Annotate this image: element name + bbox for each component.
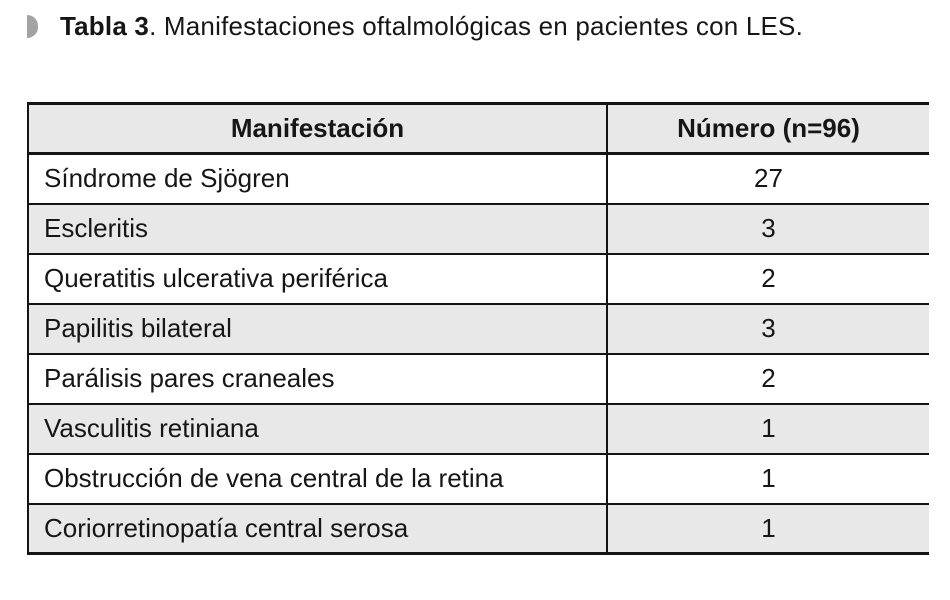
manifestation-count: 1 <box>606 403 929 454</box>
manifestation-label: Papilitis bilateral <box>28 303 607 354</box>
manifestation-label: Obstrucción de vena central de la retina <box>44 463 504 493</box>
table-row: Síndrome de Sjögren 27 <box>28 153 929 204</box>
manifestation-count: 1 <box>606 503 929 554</box>
table-row: Papilitis bilateral 3 <box>28 303 929 354</box>
manifestation-label: Coriorretinopatía central serosa <box>28 503 607 554</box>
table-row: Parálisis pares craneales 2 <box>28 353 929 404</box>
table-row: Coriorretinopatía central serosa 1 <box>28 503 929 554</box>
table-row: Vasculitis retiniana 1 <box>28 403 929 454</box>
manifestation-label: Queratitis ulcerativa periférica <box>44 263 388 293</box>
manifestation-count: 3 <box>606 203 929 254</box>
manifestation-count: 2 <box>606 253 929 304</box>
manifestation-label: Vasculitis retiniana <box>28 403 607 454</box>
caption-table-number: Tabla 3 <box>60 11 150 41</box>
caption-title: . Manifestaciones oftalmológicas en paci… <box>149 11 804 41</box>
manifestation-count: 2 <box>606 353 929 404</box>
caption-text: Tabla 3. Manifestaciones oftalmológicas … <box>60 12 803 41</box>
manifestation-label: Parálisis pares craneales <box>44 363 335 393</box>
table-row: Queratitis ulcerativa periférica 2 <box>28 253 929 304</box>
manifestation-count: 3 <box>606 303 929 354</box>
column-header-manifestacion: Manifestación <box>28 103 607 155</box>
column-header-numero: Número (n=96) <box>606 103 929 155</box>
half-circle-bullet-icon <box>27 15 38 38</box>
manifestations-table: Manifestación Número (n=96) Síndrome de … <box>27 102 929 555</box>
header-row: Manifestación Número (n=96) <box>28 103 929 155</box>
table-row: Obstrucción de vena central de la retina… <box>28 453 929 504</box>
table-caption: Tabla 3. Manifestaciones oftalmológicas … <box>27 12 803 41</box>
manifestation-label: Escleritis <box>28 203 607 254</box>
manifestation-label: Síndrome de Sjögren <box>44 163 290 194</box>
manifestation-count: 27 <box>606 153 929 204</box>
table-row: Escleritis 3 <box>28 203 929 254</box>
manifestation-count: 1 <box>606 453 929 504</box>
